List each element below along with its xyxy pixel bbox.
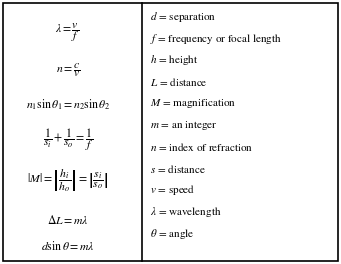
Text: $L$ = distance: $L$ = distance <box>150 76 208 88</box>
Text: $v$ = speed: $v$ = speed <box>150 183 195 197</box>
Text: $\Delta L = m\lambda$: $\Delta L = m\lambda$ <box>47 214 89 227</box>
Text: $|M| = \left|\dfrac{h_i}{h_o}\right| = \left|\dfrac{s_i}{s_o}\right|$: $|M| = \left|\dfrac{h_i}{h_o}\right| = \… <box>27 167 108 194</box>
Text: $f$ = frequency or focal length: $f$ = frequency or focal length <box>150 32 282 46</box>
Text: $m$ = an integer: $m$ = an integer <box>150 119 218 132</box>
Text: $\dfrac{1}{s_i} + \dfrac{1}{s_o} = \dfrac{1}{f}$: $\dfrac{1}{s_i} + \dfrac{1}{s_o} = \dfra… <box>43 126 93 153</box>
Text: $M$ = magnification: $M$ = magnification <box>150 97 236 110</box>
Text: $d$ = separation: $d$ = separation <box>150 10 217 24</box>
Text: $h$ = height: $h$ = height <box>150 53 199 68</box>
Text: $d \sin\theta = m\lambda$: $d \sin\theta = m\lambda$ <box>41 240 95 253</box>
Text: $n_1 \sin\theta_1 = n_2 \sin\theta_2$: $n_1 \sin\theta_1 = n_2 \sin\theta_2$ <box>26 97 110 111</box>
Text: $s$ = distance: $s$ = distance <box>150 163 206 175</box>
Text: $\lambda$ = wavelength: $\lambda$ = wavelength <box>150 205 222 219</box>
FancyBboxPatch shape <box>3 3 338 261</box>
Text: $\lambda = \dfrac{v}{f}$: $\lambda = \dfrac{v}{f}$ <box>56 22 80 44</box>
Text: $\theta$ = angle: $\theta$ = angle <box>150 227 194 241</box>
Text: $n$ = index of refraction: $n$ = index of refraction <box>150 141 253 153</box>
Text: $n = \dfrac{c}{v}$: $n = \dfrac{c}{v}$ <box>56 61 80 79</box>
